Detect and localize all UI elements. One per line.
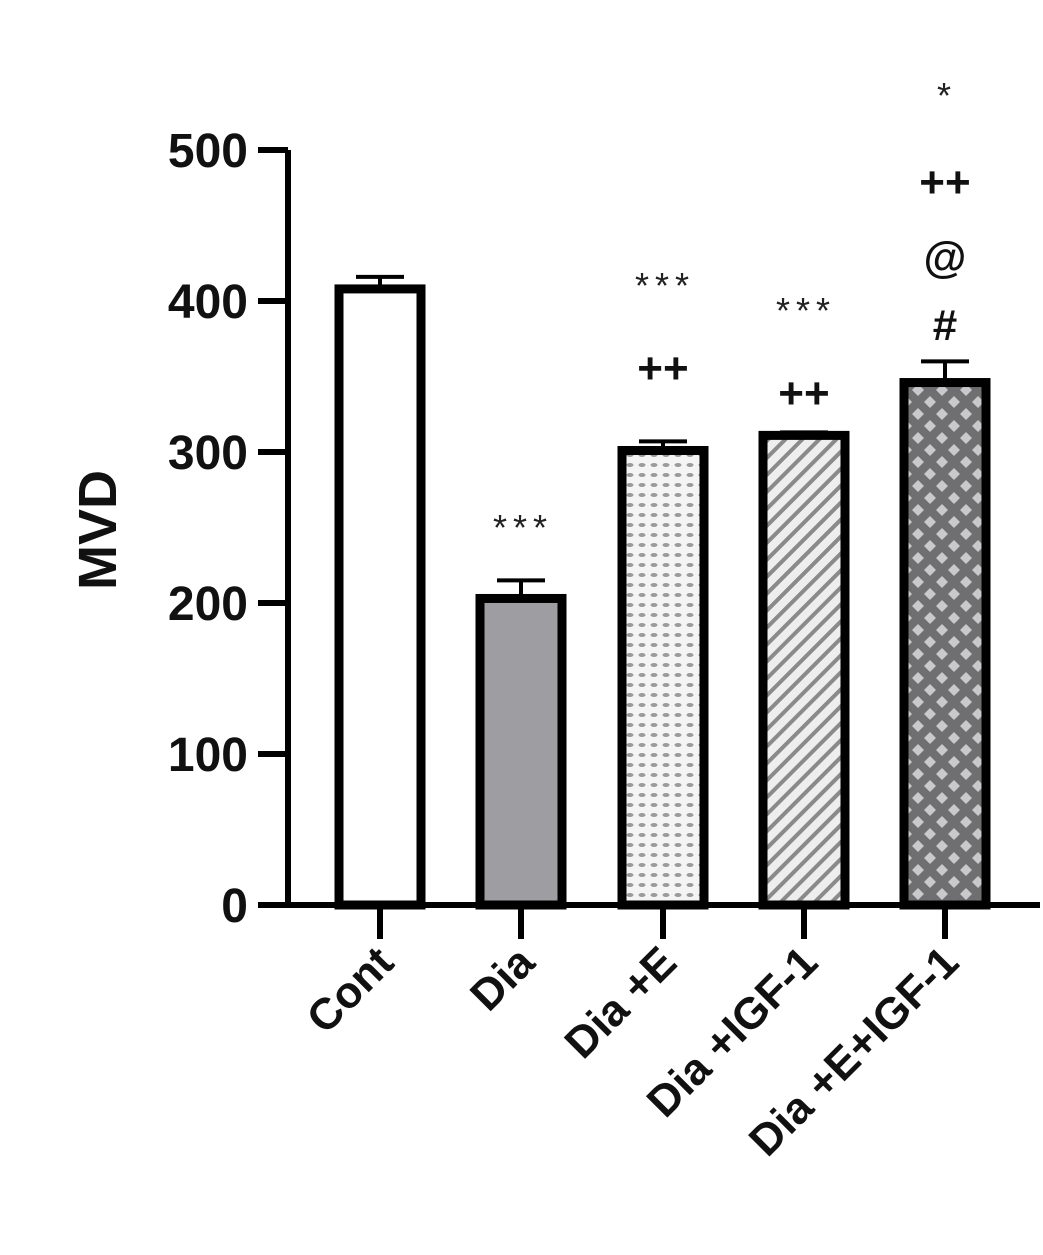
significance-mark: @ — [924, 233, 967, 282]
significance-mark: *** — [635, 265, 695, 306]
significance-mark: *** — [776, 290, 836, 331]
y-tick-label: 200 — [168, 578, 248, 631]
y-tick-label: 300 — [168, 427, 248, 480]
bar — [899, 378, 991, 910]
y-tick-label: 100 — [168, 729, 248, 782]
y-axis: 0 100 200 300 400 500 — [168, 125, 291, 933]
x-tick-label: Dia — [461, 937, 544, 1020]
significance-annotations: *** *** ++ *** ++ * ++ @ # — [493, 75, 971, 548]
significance-mark: ++ — [778, 369, 829, 418]
significance-mark: ++ — [919, 158, 970, 207]
bars — [334, 274, 991, 910]
bar — [334, 284, 426, 910]
bar — [475, 593, 567, 910]
bar — [758, 430, 850, 910]
x-tick-label: Cont — [298, 937, 404, 1043]
significance-mark: *** — [493, 507, 553, 548]
y-tick-label: 400 — [168, 276, 248, 329]
y-tick-label: 0 — [221, 880, 248, 933]
bar — [617, 445, 709, 910]
y-tick-label: 500 — [168, 125, 248, 178]
significance-mark: * — [937, 75, 957, 116]
x-tick-label: Dia +E — [555, 937, 686, 1068]
significance-mark: ++ — [637, 344, 688, 393]
significance-mark: # — [933, 301, 957, 350]
y-axis-title: MVD — [68, 470, 128, 590]
